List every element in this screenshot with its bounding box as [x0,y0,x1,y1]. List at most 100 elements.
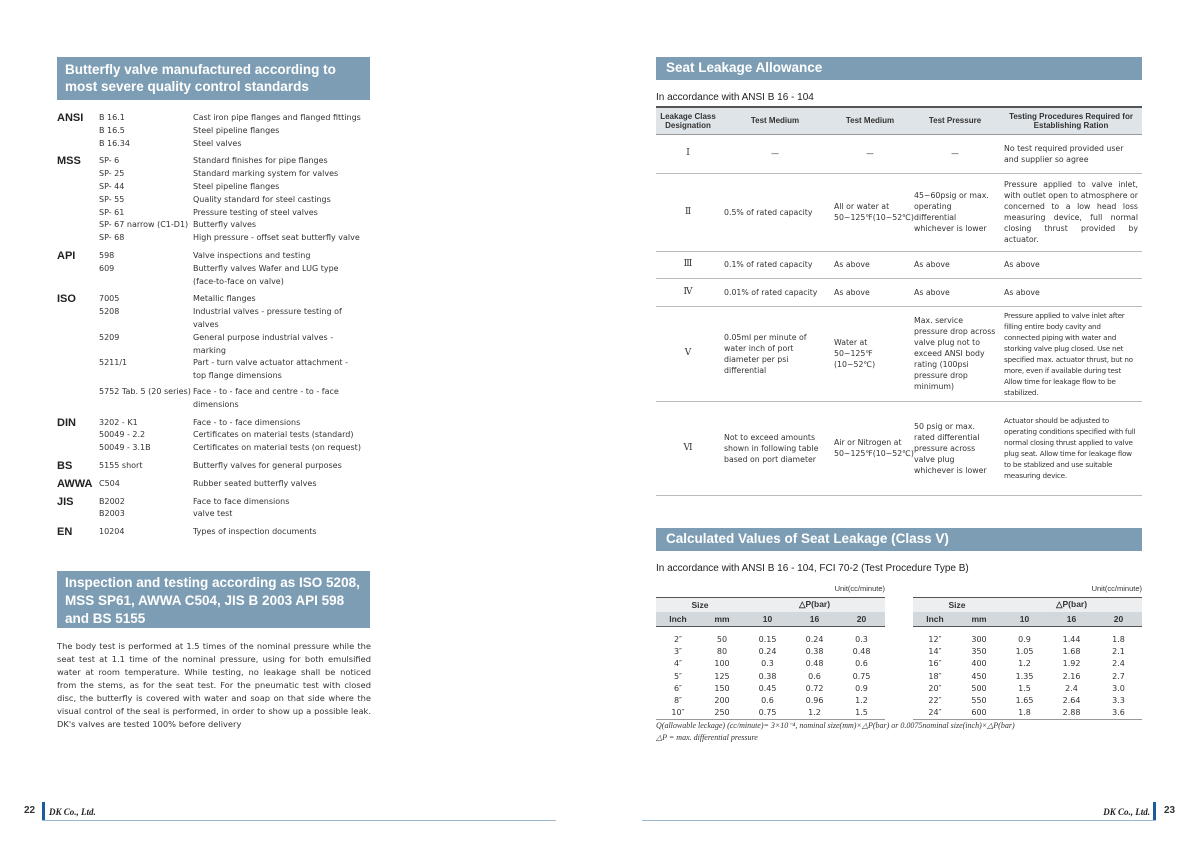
standard-item: SP- 68 High pressure - offset seat butter… [99,232,363,245]
cell: 0.3 [761,659,774,669]
cell: 0.6 [855,659,868,669]
table-row: 4″ 100 0.3 0.48 0.6 [656,658,885,670]
header-cell: 16 [809,613,820,624]
standard-items: 3202 - K1 Face - to - face dimensions 5004… [99,417,363,455]
cell: 1.8 [1112,635,1125,645]
table-row: 18″ 450 1.35 2.16 2.7 [913,670,1142,682]
cell: 80 [716,647,728,657]
standard-group: API 598 Valve inspections and testing 609 Bu… [57,250,367,288]
cell: Ⅰ [656,134,720,174]
cell: As above [910,278,1000,307]
leakage-table: Leakage Class Designation Test Medium Test… [656,106,1142,496]
cell: 0.9 [1018,635,1031,645]
org-name: ISO [57,293,76,306]
description: Steel pipeline flanges [193,125,280,135]
cell: 0.6 [761,696,774,706]
cell: 0.72 [805,683,824,693]
description: Valve inspections and testing [193,250,311,260]
cell: 0.48 [852,647,871,657]
group-header: Size [948,599,966,610]
cell: 10″ [671,708,685,718]
cell: 0.9 [855,683,868,693]
cell: — [720,134,830,174]
heading: Inspection and testing according as ISO … [57,571,370,628]
cell: 0.24 [805,635,824,645]
heading: Seat Leakage Allowance [656,57,1142,80]
cell: Ⅳ [656,278,720,307]
table-row: 5″ 125 0.38 0.6 0.75 [656,670,885,682]
cell: Actuator should be adjusted to operating… [1000,401,1142,496]
header-cell: Test Medium [830,106,910,135]
code: SP- 25 [99,169,125,179]
cell: — [830,134,910,174]
standard-group: DIN 3202 - K1 Face - to - face dimensions 5… [57,417,367,455]
cell: 0.1% of rated capacity [720,251,830,279]
code: B 16.5 [99,125,125,135]
description: Face - to - face dimensions [193,417,301,427]
heading: Calculated Values of Seat Leakage (Class… [656,528,1142,551]
footer-bar [42,802,45,820]
cell: 1.05 [1015,647,1034,657]
cell: 1.35 [1015,671,1034,681]
table-row: Ⅰ — — — No test required provided user and s… [656,134,1142,174]
table-row: 12″ 300 0.9 1.44 1.8 [913,634,1142,646]
description: Cast iron pipe flanges and flanged fitti… [193,113,361,122]
standard-item: SP- 25 Standard marking system for valves [99,168,363,181]
header-cell: Testing Procedures Required for Establis… [1000,106,1142,135]
code: B 16.1 [99,113,125,122]
cell: 1.65 [1015,696,1034,706]
cell: 3.0 [1112,683,1125,693]
description: Steel valves [193,138,242,148]
code: 5209 [99,332,120,342]
standard-item: 10204 Types of inspection documents [99,526,363,539]
standard-item: B 16.5 Steel pipeline flanges [99,125,363,138]
cell: 0.75 [852,671,871,681]
org-name: AWWA [57,477,93,490]
description: Butterfly valves for general purposes [193,460,342,470]
code: SP- 61 [99,207,125,217]
description: Metallic flanges [193,294,256,304]
table-row: Ⅴ 0.05ml per minute of water inch of port… [656,306,1142,402]
standard-group: EN 10204 Types of inspection documents [57,526,367,539]
standard-item: 5209 General purpose industrial valves - … [99,332,363,358]
cell: 1.5 [1018,683,1031,693]
header-cell: Leakage Class Designation [656,106,720,135]
cell: 0.38 [805,647,824,657]
seat-table: Size △P(bar) Inch mm 10 16 20 2″ 50 0.15 0.24 0.3 3″… [656,597,886,720]
cell: 1.8 [1018,708,1031,718]
standard-group: MSS SP- 6 Standard finishes for pipe flang… [57,155,367,245]
header-cell: 20 [856,613,867,624]
company: DK Co., Ltd. [49,807,96,817]
cell: 45~60psig or max. operating differential… [910,173,1000,252]
header-cell: Test Pressure [910,106,1000,135]
cell: Ⅵ [656,401,720,496]
org-name: ANSI [57,112,84,124]
standard-item: SP- 44 Steel pipeline flanges [99,181,363,194]
standard-group: AWWA C504 Rubber seated butterfly valves [57,478,367,491]
org-name: EN [57,526,73,539]
standard-item: 5211/1 Part - turn valve actuator attachm… [99,357,363,383]
heading: Butterfly valve manufactured according t… [57,57,370,100]
description: Face - to - face and centre - to - face … [193,386,339,409]
cell: 14″ [928,647,942,657]
header-cell: 10 [762,613,773,624]
header-cell: 10 [1019,613,1030,624]
cell: Water at 50~125℉ (10~52℃) [830,306,910,402]
code: SP- 44 [99,181,125,191]
standard-item: B 16.34 Steel valves [99,138,363,151]
cell: 100 [714,659,730,669]
code: B2002 [99,496,125,506]
header-row: Inch mm 10 16 20 [913,611,1143,627]
org-name: DIN [57,416,76,429]
cell: 0.3 [855,635,868,645]
cell: 5″ [673,671,683,681]
standard-items: 10204 Types of inspection documents [99,526,363,539]
cell: 400 [971,659,987,669]
cell: Ⅱ [656,173,720,252]
header-cell: Inch [669,613,687,624]
cell: 1.44 [1062,635,1081,645]
group-header: △P(bar) [798,599,831,610]
cell: 125 [714,671,730,681]
table-row: 16″ 400 1.2 1.92 2.4 [913,658,1142,670]
